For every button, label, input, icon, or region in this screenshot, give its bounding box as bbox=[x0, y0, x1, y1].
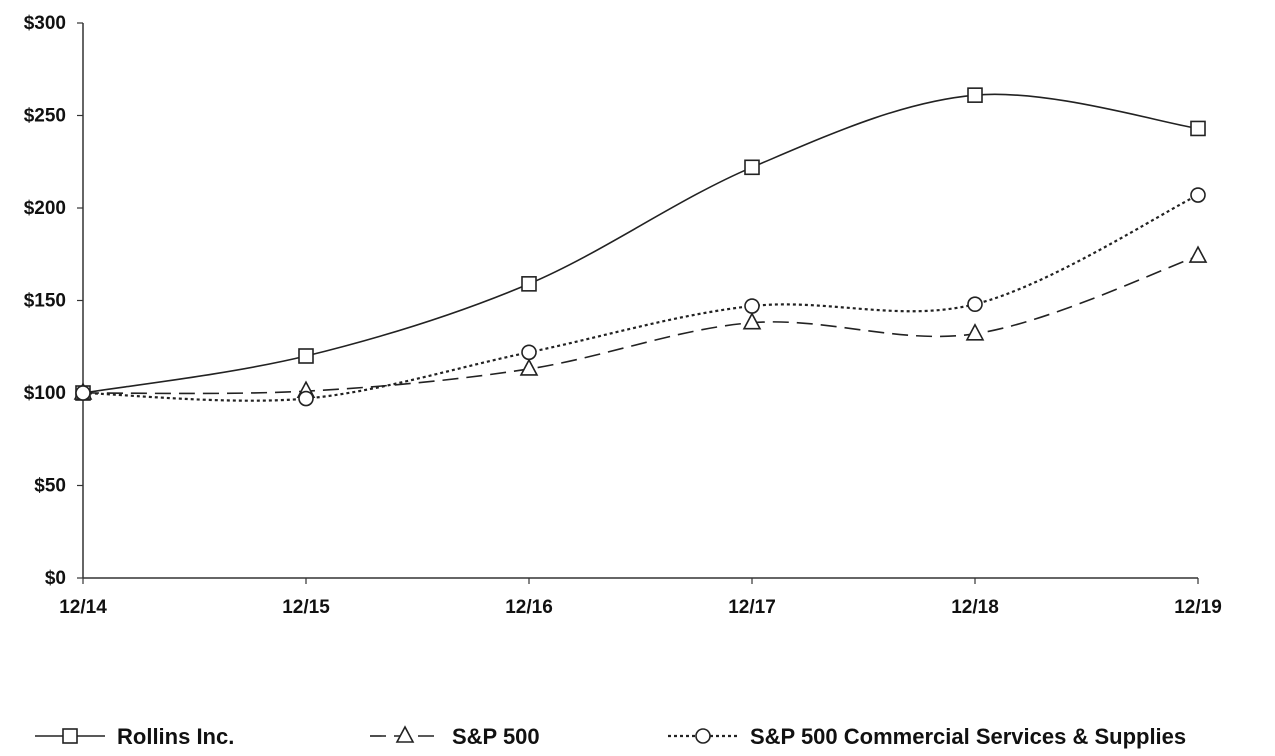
data-point-triangle bbox=[519, 358, 539, 376]
y-axis-ticks: $0 $50 $100 $150 $200 $250 $300 bbox=[24, 13, 83, 589]
data-point-triangle bbox=[965, 323, 985, 341]
data-point-square bbox=[298, 348, 314, 364]
data-point-triangle bbox=[742, 312, 762, 330]
legend-label: S&P 500 Commercial Services & Supplies bbox=[750, 724, 1186, 749]
data-point-circle bbox=[521, 344, 537, 361]
series-line bbox=[82, 194, 1199, 402]
legend-item-s-p-500: S&P 500 bbox=[370, 724, 540, 749]
data-point-circle bbox=[298, 390, 314, 407]
legend-marker-circle bbox=[695, 728, 711, 744]
legend-label: Rollins Inc. bbox=[117, 724, 234, 749]
chart-axes bbox=[82, 23, 1198, 579]
data-point-square bbox=[744, 159, 760, 176]
data-point-square bbox=[521, 276, 537, 292]
y-tick-label: $0 bbox=[45, 568, 66, 589]
data-point-circle bbox=[967, 296, 983, 313]
data-point-square bbox=[1190, 120, 1206, 137]
x-tick-label: 12/14 bbox=[59, 597, 107, 618]
data-point-square bbox=[967, 87, 983, 103]
legend-marker-square bbox=[62, 728, 78, 744]
x-tick-label: 12/19 bbox=[1174, 597, 1222, 618]
series-line bbox=[82, 93, 1199, 394]
x-tick-label: 12/16 bbox=[505, 597, 553, 618]
data-point-circle bbox=[75, 385, 91, 401]
x-axis-ticks: 12/14 12/15 12/16 12/17 12/18 12/19 bbox=[59, 578, 1222, 618]
y-tick-label: $100 bbox=[24, 383, 66, 404]
series-line bbox=[82, 255, 1199, 395]
series-layer bbox=[73, 87, 1208, 407]
y-tick-label: $250 bbox=[24, 106, 66, 127]
data-point-circle bbox=[744, 298, 760, 314]
y-tick-label: $150 bbox=[24, 291, 66, 312]
y-tick-label: $300 bbox=[24, 13, 66, 34]
y-tick-label: $200 bbox=[24, 198, 66, 219]
x-tick-label: 12/18 bbox=[951, 597, 999, 618]
x-tick-label: 12/15 bbox=[282, 597, 330, 618]
legend-marker-triangle bbox=[395, 725, 415, 743]
series-s-p-500 bbox=[73, 245, 1208, 400]
y-tick-label: $50 bbox=[34, 476, 66, 497]
x-tick-label: 12/17 bbox=[728, 597, 776, 618]
legend: Rollins Inc. S&P 500 S&P 500 Commercial Se… bbox=[35, 724, 1186, 749]
legend-item-rollins-inc: Rollins Inc. bbox=[35, 724, 234, 749]
series-s-p-500-commercial-services-supplies bbox=[75, 187, 1206, 407]
data-point-triangle bbox=[1188, 245, 1208, 263]
legend-item-s-p-500-commercial-services-supplies: S&P 500 Commercial Services & Supplies bbox=[668, 724, 1186, 749]
series-rollins-inc bbox=[75, 87, 1206, 401]
data-point-circle bbox=[1190, 187, 1206, 203]
legend-label: S&P 500 bbox=[452, 724, 540, 749]
